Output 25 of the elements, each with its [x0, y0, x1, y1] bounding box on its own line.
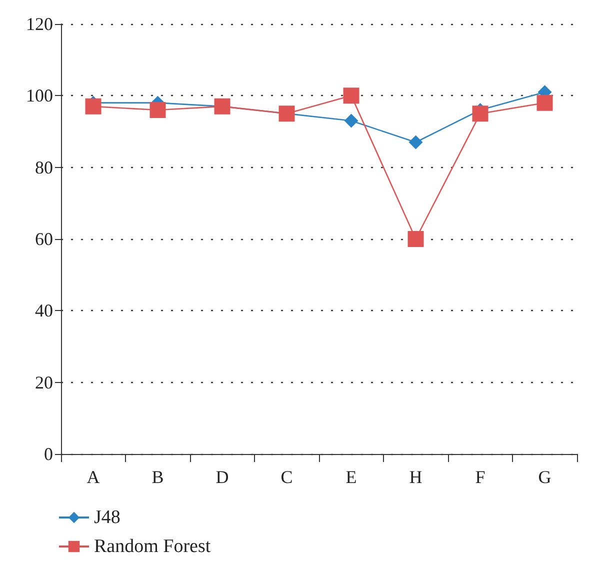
y-tick-label: 120: [26, 14, 53, 34]
x-tick-label: D: [216, 467, 229, 487]
point: [472, 106, 488, 122]
y-tick-label: 20: [35, 372, 53, 392]
point: [85, 98, 102, 114]
x-tick-label: C: [280, 467, 293, 487]
point: [343, 88, 360, 104]
y-tick-label: 0: [44, 444, 53, 464]
point: [408, 135, 423, 150]
x-tick-label: F: [475, 467, 486, 487]
legend-label: J48: [94, 507, 120, 528]
point: [536, 94, 553, 111]
y-tick-label: 60: [35, 229, 53, 249]
x-tick-label: E: [346, 467, 357, 487]
y-tick-label: 100: [26, 86, 53, 106]
legend-label: Random Forest: [94, 536, 212, 557]
point: [150, 102, 166, 118]
point: [344, 114, 358, 128]
x-tick-label: G: [538, 467, 552, 487]
y-tick-label: 40: [35, 300, 53, 321]
point: [408, 231, 424, 247]
x-tick-label: H: [409, 467, 422, 487]
x-tick-label: A: [86, 467, 100, 487]
y-tick-label: 80: [35, 157, 53, 178]
x-tick-label: B: [152, 467, 164, 487]
